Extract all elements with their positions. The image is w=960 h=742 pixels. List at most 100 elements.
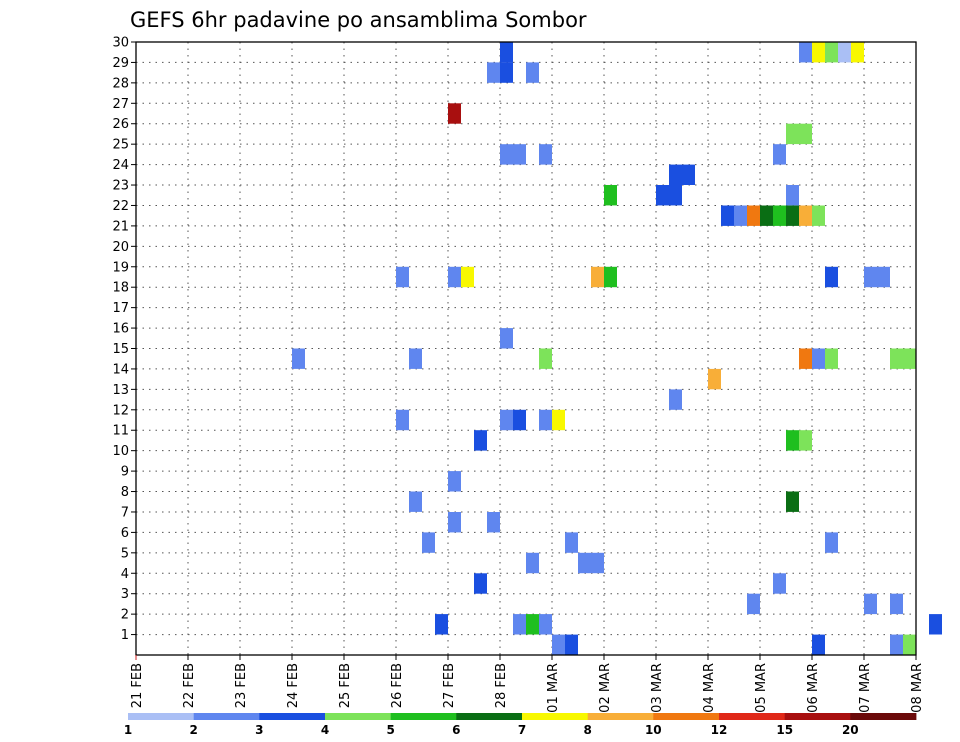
heatmap-cell [604, 266, 617, 288]
heatmap-cell [448, 512, 461, 533]
heatmap-cell [474, 430, 487, 451]
heatmap-cell [422, 532, 435, 553]
heatmap-cell [526, 62, 539, 83]
colorbar-label: 12 [711, 723, 728, 737]
heatmap-cell [890, 348, 903, 369]
colorbar-segment [784, 713, 851, 720]
y-tick-label: 17 [112, 301, 129, 316]
colorbar-label: 3 [255, 723, 263, 737]
heatmap-cell [552, 409, 565, 431]
colorbar-label: 7 [518, 723, 526, 737]
heatmap-cell [487, 512, 500, 533]
y-tick-label: 3 [121, 587, 129, 602]
x-axis: 21 FEB 22 FEB 23 FEB 24 FEB 25 FEB 26 FEB 27 F… [130, 655, 925, 713]
colorbar-label: 10 [645, 723, 662, 737]
heatmap-cell [799, 123, 812, 145]
x-tick-label: 07 MAR [858, 663, 873, 713]
y-tick-label: 2 [121, 608, 129, 623]
colorbar: 1 2 3 4 5 6 7 8 10 12 15 20 [124, 713, 917, 737]
heatmap-cell [786, 123, 799, 145]
heatmap-cell [786, 430, 799, 451]
y-tick-label: 28 [112, 76, 129, 91]
x-tick-label: 03 MAR [650, 663, 665, 713]
y-axis: 1234567891011121314151617181920212223242… [112, 36, 136, 643]
heatmap-cell [747, 205, 760, 226]
heatmap-cell [890, 593, 903, 615]
heatmap-cell [448, 471, 461, 492]
heatmap-cell [825, 348, 838, 369]
heatmap-cell [552, 634, 565, 655]
y-tick-label: 8 [121, 485, 129, 500]
heatmap-cell [864, 266, 877, 288]
heatmap-cell [539, 348, 552, 369]
heatmap-cell [526, 552, 539, 574]
heatmap-cell [409, 491, 422, 512]
heatmap-cell [825, 42, 838, 63]
heatmap-cell [903, 634, 916, 655]
y-tick-label: 22 [112, 199, 129, 214]
y-tick-label: 12 [112, 403, 129, 418]
colorbar-label: 8 [584, 723, 592, 737]
heatmap-cell [565, 634, 578, 655]
x-tick-label: 04 MAR [702, 663, 717, 713]
heatmap-cell [760, 205, 773, 226]
colorbar-segment [325, 713, 392, 720]
heatmap-cell [669, 185, 682, 206]
heatmap-cell [500, 144, 513, 165]
y-tick-label: 23 [112, 179, 129, 194]
colorbar-segment [128, 713, 195, 720]
heatmap-cell [435, 614, 448, 635]
heatmap-cell [578, 552, 591, 574]
data-cells [292, 42, 942, 655]
colorbar-label: 6 [452, 723, 460, 737]
heatmap-cell [513, 409, 526, 431]
y-tick-label: 20 [112, 240, 129, 255]
heatmap-cell [539, 614, 552, 635]
heatmap-cell [708, 368, 721, 390]
y-tick-label: 25 [112, 138, 129, 153]
x-tick-label: 27 FEB [442, 663, 457, 708]
x-tick-label: 22 FEB [182, 663, 197, 708]
heatmap-cell [812, 348, 825, 369]
heatmap-cell [812, 634, 825, 655]
colorbar-segment [259, 713, 326, 720]
heatmap-cell [773, 205, 786, 226]
y-tick-label: 13 [112, 383, 129, 398]
y-tick-label: 14 [112, 362, 129, 377]
chart-title: GEFS 6hr padavine po ansamblima Sombor [130, 8, 587, 32]
x-tick-label: 05 MAR [754, 663, 769, 713]
heatmap-cell [877, 266, 890, 288]
colorbar-label: 2 [190, 723, 198, 737]
heatmap-cell [773, 144, 786, 165]
heatmap-cell [669, 389, 682, 410]
heatmap-cell [604, 185, 617, 206]
heatmap-cell [669, 164, 682, 185]
heatmap-cell [591, 552, 604, 574]
colorbar-segment [653, 713, 720, 720]
y-tick-label: 4 [121, 567, 129, 582]
colorbar-label: 5 [387, 723, 395, 737]
heatmap-cell [474, 573, 487, 594]
colorbar-label: 20 [842, 723, 859, 737]
heatmap-cell [500, 42, 513, 63]
colorbar-label: 15 [776, 723, 793, 737]
heatmap-cell [396, 266, 409, 288]
heatmap-cell [526, 614, 539, 635]
heatmap-cell [812, 42, 825, 63]
y-tick-label: 18 [112, 281, 129, 296]
x-tick-label: 24 FEB [286, 663, 301, 708]
colorbar-segment [719, 713, 786, 720]
heatmap-cell [812, 205, 825, 226]
colorbar-segment [390, 713, 457, 720]
heatmap-cell [721, 205, 734, 226]
y-tick-label: 1 [121, 628, 129, 643]
y-tick-label: 21 [112, 219, 129, 234]
heatmap-cell [786, 185, 799, 206]
heatmap-cell [487, 62, 500, 83]
y-tick-label: 16 [112, 322, 129, 337]
x-tick-label: 01 MAR [546, 663, 561, 713]
y-tick-label: 11 [112, 424, 129, 439]
colorbar-segment [587, 713, 654, 720]
heatmap-cell [500, 62, 513, 83]
